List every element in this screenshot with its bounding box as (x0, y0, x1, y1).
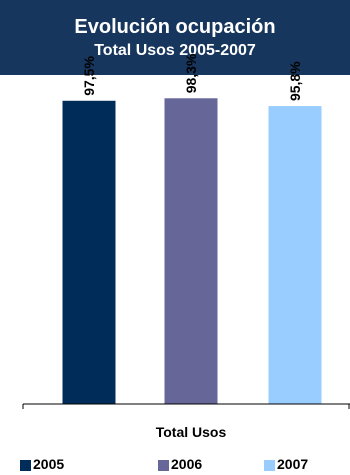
bar-2007 (268, 106, 322, 404)
legend-swatch-2005 (20, 460, 31, 471)
legend-label-2007: 2007 (277, 456, 309, 472)
bar-2005 (62, 100, 116, 405)
legend-label-2005: 2005 (33, 456, 65, 472)
legend-swatch-2007 (264, 460, 275, 471)
bar-2006 (164, 98, 218, 405)
chart-title: Evolución ocupación (74, 16, 276, 38)
chart-subtitle: Total Usos 2005-2007 (94, 42, 256, 59)
legend: 2005 2006 2007 (0, 456, 350, 474)
chart-header: Evolución ocupación Total Usos 2005-2007 (0, 0, 350, 75)
bar-group (62, 98, 322, 405)
data-label-2007: 95,8% (287, 61, 303, 101)
data-label-2005: 97,5% (81, 56, 97, 96)
data-label-group: 97,5% 98,3% 95,8% (81, 53, 303, 101)
legend-swatch-2006 (158, 460, 169, 471)
x-axis-label: Total Usos (156, 424, 227, 440)
legend-label-2006: 2006 (171, 456, 203, 472)
data-label-2006: 98,3% (183, 53, 199, 93)
